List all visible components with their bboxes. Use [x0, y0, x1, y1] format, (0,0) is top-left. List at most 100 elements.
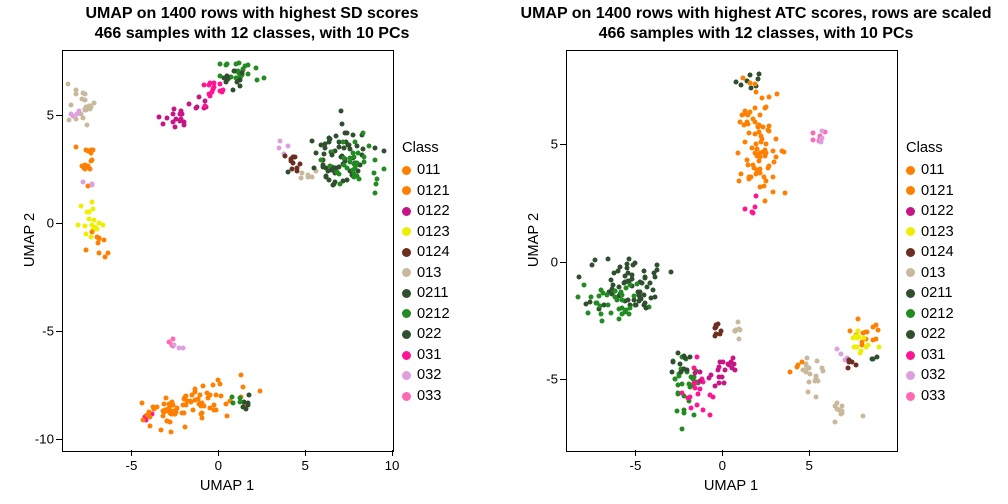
scatter-point [763, 198, 768, 203]
legend-item: 022 [906, 324, 954, 345]
scatter-point [634, 281, 639, 286]
scatter-point [600, 319, 605, 324]
scatter-point [653, 294, 658, 299]
scatter-point [225, 414, 230, 419]
legend-item: 0122 [402, 201, 450, 222]
scatter-point [341, 155, 346, 160]
scatter-point [328, 137, 333, 142]
scatter-point [350, 132, 355, 137]
scatter-point [620, 298, 625, 303]
scatter-point [717, 359, 722, 364]
scatter-point [83, 248, 88, 253]
scatter-point [723, 368, 728, 373]
legend-item: 033 [402, 386, 450, 407]
scatter-point [853, 362, 858, 367]
scatter-point [85, 122, 90, 127]
scatter-point [783, 190, 788, 195]
scatter-point [862, 335, 867, 340]
scatter-point [589, 262, 594, 267]
scatter-point [246, 72, 251, 77]
scatter-point [689, 405, 694, 410]
ytick-mark [560, 144, 566, 145]
legend-swatch [402, 351, 411, 360]
legend-swatch [402, 371, 411, 380]
scatter-point [261, 76, 266, 81]
scatter-point [69, 111, 74, 116]
scatter-point [381, 149, 386, 154]
legend-swatch [906, 227, 915, 236]
scatter-point [758, 134, 763, 139]
scatter-point [804, 356, 809, 361]
scatter-point [716, 381, 721, 386]
scatter-point [283, 153, 288, 158]
scatter-point [341, 162, 346, 167]
ytick-mark [560, 262, 566, 263]
scatter-point [218, 81, 223, 86]
scatter-point [716, 365, 721, 370]
scatter-point [739, 113, 744, 118]
scatter-point [712, 326, 717, 331]
scatter-point [645, 284, 650, 289]
legend-item: 031 [906, 345, 954, 366]
scatter-point [164, 418, 169, 423]
scatter-point [164, 116, 169, 121]
scatter-point [840, 403, 845, 408]
legend-swatch [402, 289, 411, 298]
xtick-label: 0 [215, 458, 222, 473]
legend: Class01101210122012301240130211021202203… [402, 140, 450, 406]
scatter-point [309, 139, 314, 144]
scatter-point [643, 275, 648, 280]
legend-item: 0212 [402, 304, 450, 325]
scatter-point [83, 224, 88, 229]
scatter-point [82, 98, 87, 103]
scatter-point [877, 345, 882, 350]
scatter-point [300, 170, 305, 175]
scatter-point [312, 166, 317, 171]
scatter-point [329, 167, 334, 172]
scatter-point [226, 77, 231, 82]
scatter-point [832, 420, 837, 425]
legend-label: 033 [921, 386, 945, 407]
scatter-point [650, 288, 655, 293]
scatter-point [239, 70, 244, 75]
scatter-point [692, 370, 697, 375]
scatter-point [753, 105, 758, 110]
scatter-point [586, 310, 591, 315]
scatter-point [88, 166, 93, 171]
scatter-point [747, 80, 752, 85]
title-line1: UMAP on 1400 rows with highest ATC score… [504, 4, 1008, 24]
legend-swatch [906, 289, 915, 298]
scatter-point [709, 373, 714, 378]
scatter-point [615, 298, 620, 303]
scatter-point [721, 381, 726, 386]
legend-label: 013 [921, 263, 945, 284]
scatter-point [172, 124, 177, 129]
legend-label: 0212 [417, 304, 450, 325]
scatter-point [807, 380, 812, 385]
scatter-point [66, 82, 71, 87]
scatter-point [292, 154, 297, 159]
scatter-point [74, 92, 79, 97]
legend-label: 0121 [921, 181, 954, 202]
scatter-point [780, 148, 785, 153]
scatter-point [334, 165, 339, 170]
scatter-point [225, 61, 230, 66]
scatter-point [341, 139, 346, 144]
scatter-point [95, 240, 100, 245]
scatter-point [819, 139, 824, 144]
scatter-point [713, 331, 718, 336]
scatter-point [674, 408, 679, 413]
plot-area [566, 50, 898, 452]
legend-label: 011 [921, 160, 944, 181]
scatter-point [752, 81, 757, 86]
scatter-point [382, 167, 387, 172]
scatter-point [606, 302, 611, 307]
scatter-point [332, 182, 337, 187]
scatter-point [864, 344, 869, 349]
scatter-point [181, 410, 186, 415]
scatter-point [807, 371, 812, 376]
legend-swatch [906, 207, 915, 216]
scatter-point [161, 402, 166, 407]
scatter-point [763, 106, 768, 111]
scatter-point [750, 209, 755, 214]
